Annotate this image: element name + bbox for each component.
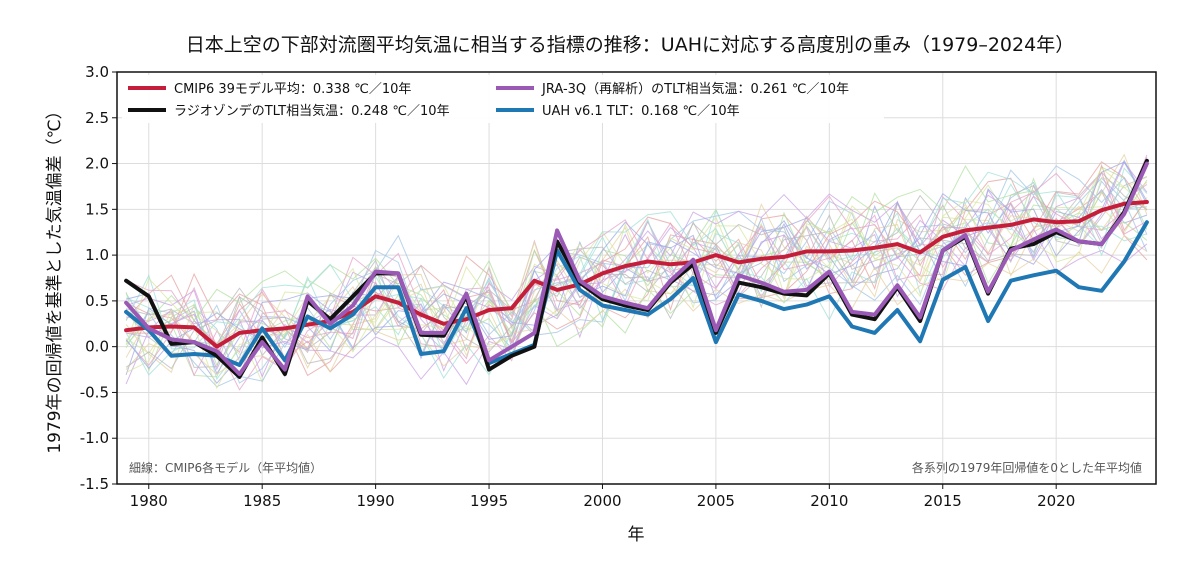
- x-tick-label: 2005: [697, 492, 735, 510]
- x-tick-label: 2020: [1037, 492, 1075, 510]
- x-tick-label: 1980: [130, 492, 168, 510]
- legend-label-jra3q: JRA-3Q（再解析）のTLT相当気温：0.261 ℃／10年: [541, 81, 849, 97]
- model-line: [125, 166, 1148, 356]
- model-line: [125, 171, 1148, 391]
- model-line: [125, 197, 1148, 357]
- x-tick-label: 2015: [924, 492, 962, 510]
- x-tick-label: 1985: [243, 492, 281, 510]
- y-tick-label: 3.0: [85, 63, 109, 81]
- y-tick-label: 2.5: [85, 109, 109, 127]
- legend-background: [122, 75, 884, 123]
- y-axis-label: 1979年の回帰値を基準とした気温偏差（℃）: [45, 102, 65, 453]
- model-line: [125, 188, 1148, 376]
- model-line: [125, 171, 1148, 379]
- y-ticks-layer: -1.5 -1.0 -0.5 0.0 0.5 1.0 1.5 2.0 2.5 3.0: [80, 63, 117, 493]
- legend: CMIP6 39モデル平均：0.338 ℃／10年 ラジオゾンデのTLT相当気温…: [122, 75, 884, 123]
- legend-label-uah: UAH v6.1 TLT：0.168 ℃／10年: [542, 104, 740, 119]
- legend-label-cmip6: CMIP6 39モデル平均：0.338 ℃／10年: [174, 81, 411, 97]
- model-line: [125, 154, 1148, 378]
- y-tick-label: -1.5: [80, 475, 109, 493]
- series-line-jra3q: [124, 161, 1149, 377]
- x-tick-label: 1995: [470, 492, 508, 510]
- x-axis-label: 年: [628, 525, 645, 545]
- plot-frame: [116, 71, 1157, 485]
- y-tick-label: 1.0: [85, 246, 109, 264]
- y-tick-label: 0.5: [85, 292, 109, 310]
- model-line: [125, 167, 1148, 390]
- model-lines-layer: [125, 153, 1148, 391]
- model-line: [125, 193, 1148, 386]
- note-bottom-right: 各系列の1979年回帰値を0とした年平均値: [912, 460, 1142, 475]
- y-tick-label: -1.0: [80, 429, 109, 447]
- note-bottom-left: 細線：CMIP6各モデル（年平均値）: [129, 460, 322, 475]
- y-tick-label: -0.5: [80, 383, 109, 401]
- x-tick-label: 1990: [357, 492, 395, 510]
- legend-label-radiosonde: ラジオゾンデのTLT相当気温：0.248 ℃／10年: [174, 103, 450, 119]
- x-ticks-layer: 1980 1985 1990 1995 2000 2005 2010 2015 2020: [130, 484, 1075, 510]
- y-tick-label: 0.0: [85, 338, 109, 356]
- chart-title: 日本上空の下部対流圏平均気温に相当する指標の推移：UAHに対応する高度別の重み（…: [186, 34, 1074, 56]
- x-tick-label: 2010: [810, 492, 848, 510]
- y-tick-label: 2.0: [85, 155, 109, 173]
- x-tick-label: 2000: [583, 492, 621, 510]
- series-lines-layer: [124, 158, 1149, 379]
- y-tick-label: 1.5: [85, 200, 109, 218]
